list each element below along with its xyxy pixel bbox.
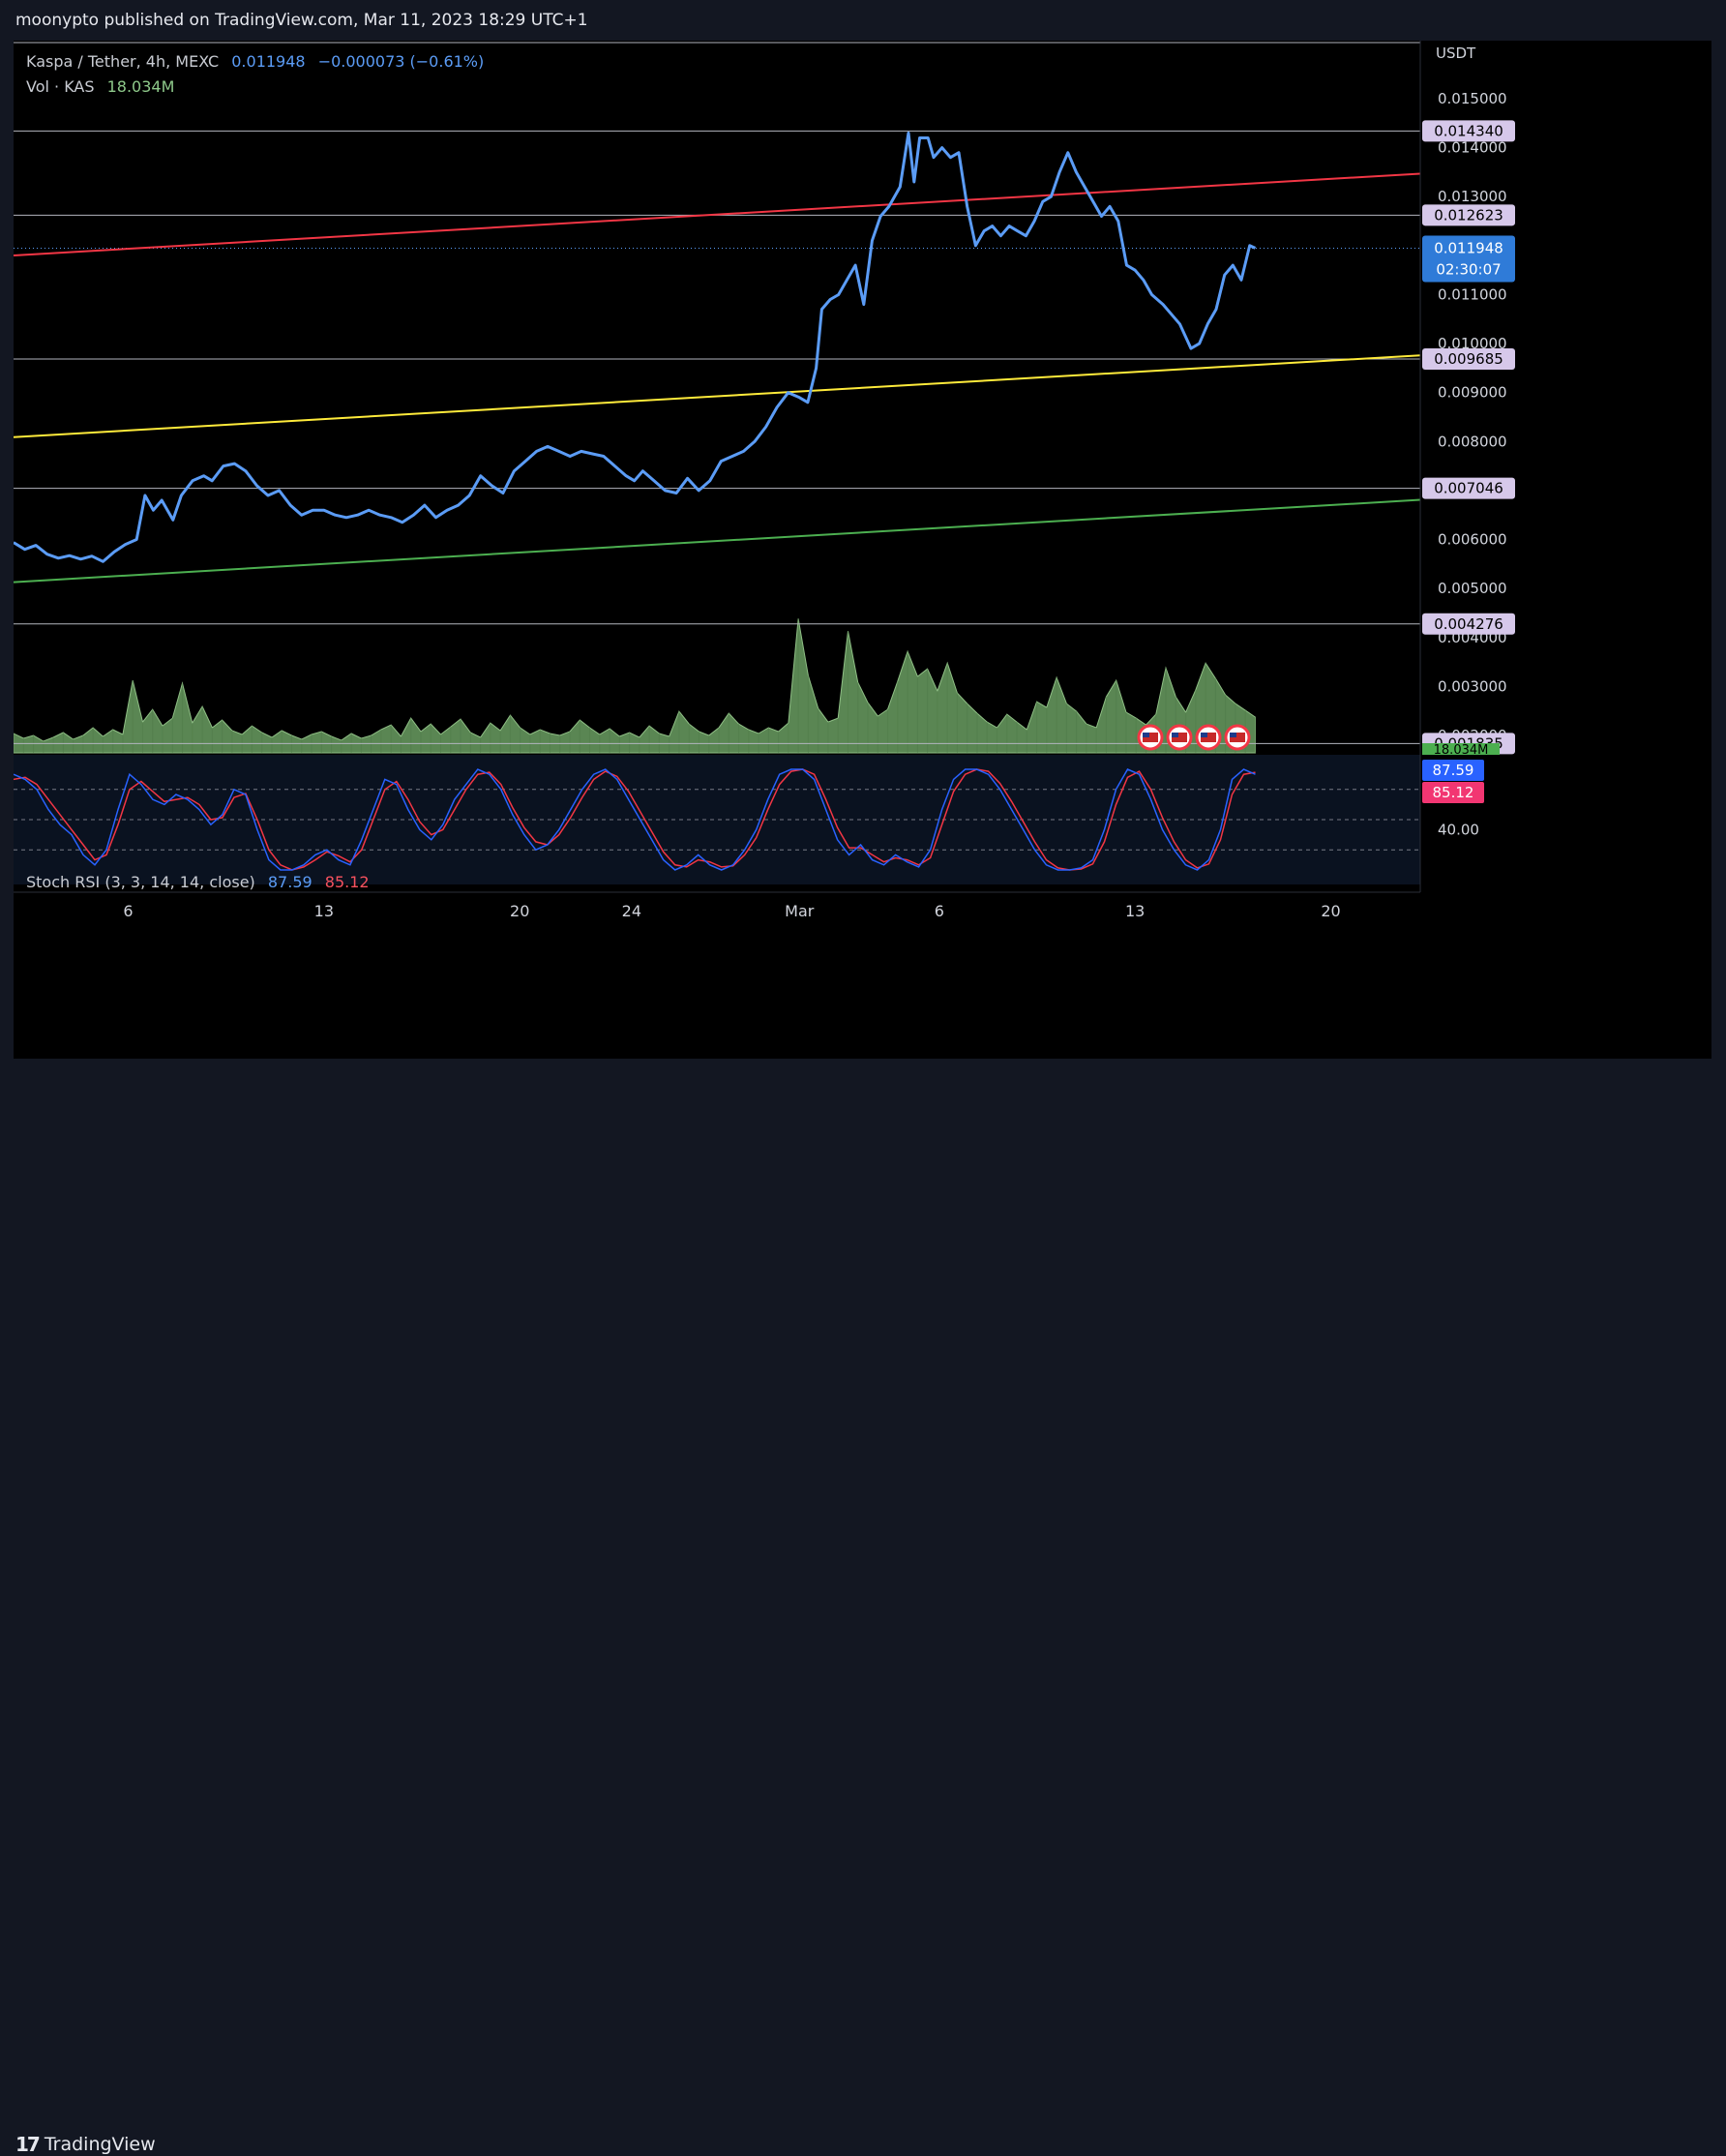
resistance-trendline[interactable] [14,172,1421,256]
flag-stripes-icon [1230,733,1245,742]
chart-canvas[interactable]: USDT0.0150000.0140000.0130000.0120000.01… [14,41,1711,1059]
stoch-d-badge-label: 85.12 [1433,784,1474,801]
current-price-badge[interactable] [1422,235,1515,283]
level-badge[interactable] [1422,613,1515,635]
flag-canton-icon [1143,733,1149,737]
symbol-name[interactable]: Kaspa / Tether, 4h, MEXC [26,52,220,71]
flag-canton-icon [1172,733,1178,737]
flag-stripes-icon [1172,733,1187,742]
support-trendline[interactable] [14,354,1421,438]
time-tick-label: 13 [1125,902,1145,920]
level-badge-label: 0.009685 [1434,350,1503,368]
time-tick-label: 20 [1321,902,1340,920]
stoch-d-line[interactable] [14,768,1256,871]
level-badge-label: 0.014340 [1434,122,1503,139]
level-badge[interactable] [1422,477,1515,499]
price-tick-label: 0.005000 [1438,580,1507,597]
volume-badge-label: 18.034M [1434,743,1489,758]
tradingview-logo[interactable]: 17 TradingView [15,2133,156,2156]
time-tick-label: Mar [785,902,815,920]
volume-value: 18.034M [106,77,175,96]
price-tick-label: 0.009000 [1438,384,1507,402]
time-tick-label: 6 [935,902,944,920]
last-price: 0.011948 [231,52,306,71]
stoch-tick-label: 40.00 [1438,821,1479,838]
price-tick-label: 0.010000 [1438,335,1507,352]
lower-trendline[interactable] [14,498,1421,584]
stoch-k-value: 87.59 [267,873,312,891]
level-badge-label: 0.004276 [1434,615,1503,633]
price-tick-label: 0.015000 [1438,90,1507,107]
flag-canton-icon [1230,733,1236,737]
price-tick-label: 0.013000 [1438,188,1507,205]
level-badge[interactable] [1422,120,1515,142]
price-tick-label: 0.011000 [1438,285,1507,303]
tradingview-mark-icon: 17 [15,2133,41,2156]
volume-area [14,618,1257,754]
level-badge[interactable] [1422,204,1515,226]
price-tick-label: 0.014000 [1438,139,1507,157]
stoch-k-line[interactable] [14,768,1256,871]
stoch-d-value: 85.12 [324,873,370,891]
flag-canton-icon [1201,733,1207,737]
volume-label: Vol · KAS [26,77,95,96]
stoch-label: Stoch RSI (3, 3, 14, 14, close) [26,873,255,891]
stoch-legend[interactable]: Stoch RSI (3, 3, 14, 14, close) 87.59 85… [26,873,377,891]
price-tick-label: 0.006000 [1438,531,1507,549]
time-tick-label: 13 [314,902,334,920]
publish-info: moonypto published on TradingView.com, M… [15,11,588,30]
current-price-label: 0.011948 [1434,239,1503,256]
volume-legend[interactable]: Vol · KAS 18.034M [26,77,182,96]
time-tick-label: 24 [622,902,641,920]
countdown-label: 02:30:07 [1436,260,1501,278]
publish-bar: moonypto published on TradingView.com, M… [0,0,1726,41]
price-series-line[interactable] [14,131,1257,563]
level-badge[interactable] [1422,348,1515,371]
level-badge-label: 0.007046 [1434,480,1503,497]
stoch-d-badge [1422,782,1484,803]
price-tick-label: 0.003000 [1438,677,1507,695]
axis-currency-label: USDT [1436,45,1476,62]
chart-frame[interactable]: USDT0.0150000.0140000.0130000.0120000.01… [14,41,1711,1059]
price-change: −0.000073 (−0.61%) [317,52,485,71]
tradingview-brand: TradingView [44,2134,156,2155]
level-badge-label: 0.012623 [1434,206,1503,224]
stoch-k-badge [1422,760,1484,781]
price-tick-label: 0.008000 [1438,433,1507,450]
time-tick-label: 6 [123,902,133,920]
time-tick-label: 20 [510,902,529,920]
symbol-legend[interactable]: Kaspa / Tether, 4h, MEXC 0.011948 −0.000… [26,52,491,71]
volume-badge [1422,743,1500,755]
footer: 17 TradingView [0,1059,1726,2156]
flag-stripes-icon [1143,733,1158,742]
flag-stripes-icon [1201,733,1216,742]
stoch-k-badge-label: 87.59 [1433,762,1474,779]
